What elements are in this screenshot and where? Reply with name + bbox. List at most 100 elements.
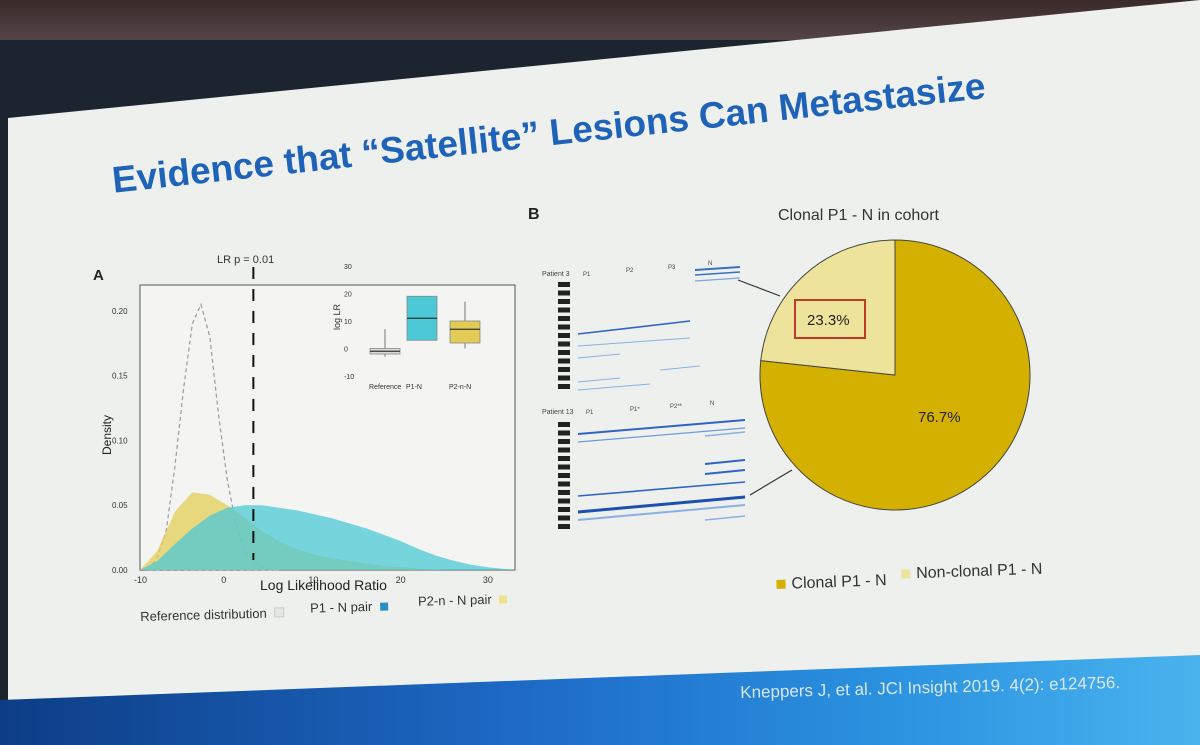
chromosome-block (558, 367, 570, 372)
col-label-n-top: N (708, 261, 712, 267)
copy-number-segment (659, 365, 701, 371)
copy-number-segment (577, 504, 746, 521)
pie-chart: 23.3% 76.7% Clonal P1 - N in cohort (759, 207, 1031, 511)
x-tick-label: 30 (483, 575, 493, 585)
copy-number-segment (577, 377, 621, 383)
density-series-2 (140, 505, 515, 570)
chromosome-block (558, 375, 570, 381)
panel-b-label: B (528, 206, 540, 223)
patient-13-label: Patient 13 (542, 409, 574, 416)
inset-y-tick: 20 (344, 292, 352, 299)
chromosome-block (558, 490, 570, 495)
copy-number-segment (577, 481, 746, 497)
col-label-n-bottom: N (710, 401, 714, 407)
x-axis-label: Log Likelihood Ratio (260, 577, 387, 593)
copy-number-segment (704, 469, 746, 475)
inset-category-label: P1-N (406, 384, 422, 391)
copy-number-segment (577, 419, 746, 435)
col-label-p2-top: P2 (626, 268, 634, 274)
panel-a-label: A (93, 267, 104, 284)
chromosome-block (558, 324, 570, 330)
legend-p1n: P1 - N pair (310, 599, 388, 616)
chromosome-block (558, 422, 570, 427)
pie-label-clonal: 76.7% (918, 409, 961, 426)
pie-label-non-clonal: 23.3% (807, 312, 850, 329)
col-label-p1star-bottom: P1* (630, 407, 640, 413)
copy-number-segment (577, 427, 746, 443)
patient-3-label: Patient 3 (542, 271, 570, 278)
connector-line-top (737, 279, 781, 297)
chromosome-block (558, 430, 570, 436)
inset-y-tick: -10 (344, 374, 354, 381)
copy-number-segment (704, 459, 746, 465)
chromosome-block (558, 481, 570, 487)
copy-number-segment (704, 431, 746, 437)
inset-y-label: log LR (332, 303, 342, 330)
col-label-p1-bottom: P1 (586, 410, 594, 416)
inset-y-tick: 0 (344, 347, 348, 354)
lr-threshold-label: LR p = 0.01 (217, 254, 274, 266)
connector-line-bottom (749, 469, 793, 496)
inset-y-tick: 30 (344, 264, 352, 271)
y-tick-label: 0.15 (112, 372, 128, 381)
inset-box (449, 320, 481, 344)
highlight-box (794, 299, 866, 339)
chromosome-block (558, 333, 570, 338)
legend-non-clonal: Non-clonal P1 - N (901, 561, 1043, 584)
x-tick-label: 0 (221, 575, 226, 585)
chromosome-block (558, 316, 570, 321)
copy-number-segment (694, 271, 741, 276)
legend-swatch-clonal (776, 579, 786, 589)
x-tick-label: 20 (396, 575, 406, 585)
chromosome-block (558, 384, 570, 389)
chromosome-block (558, 341, 570, 347)
copy-number-segment (694, 266, 741, 271)
chromosome-block (558, 507, 570, 512)
x-tick-label: 10 (308, 575, 318, 585)
inset-category-label: P2-n-N (449, 384, 471, 391)
chromosome-block (558, 282, 570, 287)
col-label-p2-bottom: P2** (670, 404, 683, 410)
col-label-p3-top: P3 (668, 265, 676, 271)
copy-number-segment (704, 515, 746, 521)
pie-title: Clonal P1 - N in cohort (778, 207, 940, 224)
legend-swatch-reference (274, 607, 285, 618)
chromosome-block (558, 350, 570, 355)
copy-number-segment (577, 495, 746, 514)
pie-plot-area: 23.3% 76.7% (759, 239, 1031, 511)
copy-number-panel: Patient 3 Patient 13 P1 P2 P3 N P1 P1* P… (542, 261, 793, 529)
legend-swatch-p1n (379, 602, 388, 611)
chromosome-block (558, 515, 570, 521)
chromosome-block (558, 358, 570, 364)
inset-plot-area: -10 0 10 20 30 Reference P1-N P2-n-N (344, 264, 481, 391)
legend-clonal: Clonal P1 - N (776, 572, 887, 594)
copy-number-tracks (558, 266, 793, 529)
chromosome-block (558, 464, 570, 470)
inset-boxplot: -10 0 10 20 30 Reference P1-N P2-n-N log LR (332, 264, 481, 391)
copy-number-segment (577, 383, 651, 391)
chromosome-block (558, 439, 570, 444)
legend-swatch-non-clonal (901, 569, 911, 579)
y-tick-label: 0.05 (112, 501, 128, 510)
legend-reference: Reference distribution (140, 605, 285, 624)
chromosome-block (558, 290, 570, 296)
legend-p2nn: P2-n - N pair (418, 591, 508, 609)
y-tick-label: 0.20 (112, 307, 128, 316)
chromosome-block (558, 498, 570, 504)
copy-number-segment (577, 320, 691, 335)
x-tick-label: -10 (134, 575, 147, 585)
y-tick-label: 0.00 (112, 566, 128, 575)
chromosome-block (558, 524, 570, 529)
chromosome-block (558, 473, 570, 478)
chromosome-block (558, 307, 570, 313)
copy-number-segment (577, 353, 621, 359)
chromosome-block (558, 299, 570, 304)
copy-number-segment (694, 277, 741, 282)
y-axis-label: Density (100, 415, 114, 455)
chromosome-block (558, 447, 570, 453)
pie-slice-non-clonal (760, 239, 896, 376)
col-label-p1-top: P1 (583, 272, 591, 278)
copy-number-segment (577, 337, 691, 347)
inset-y-tick: 10 (344, 319, 352, 326)
y-tick-label: 0.10 (112, 436, 128, 445)
